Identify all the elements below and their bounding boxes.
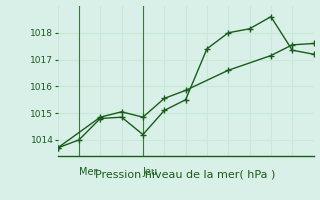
Text: Jeu: Jeu	[143, 167, 158, 177]
X-axis label: Pression niveau de la mer( hPa ): Pression niveau de la mer( hPa )	[95, 170, 276, 180]
Text: Mer: Mer	[79, 167, 97, 177]
